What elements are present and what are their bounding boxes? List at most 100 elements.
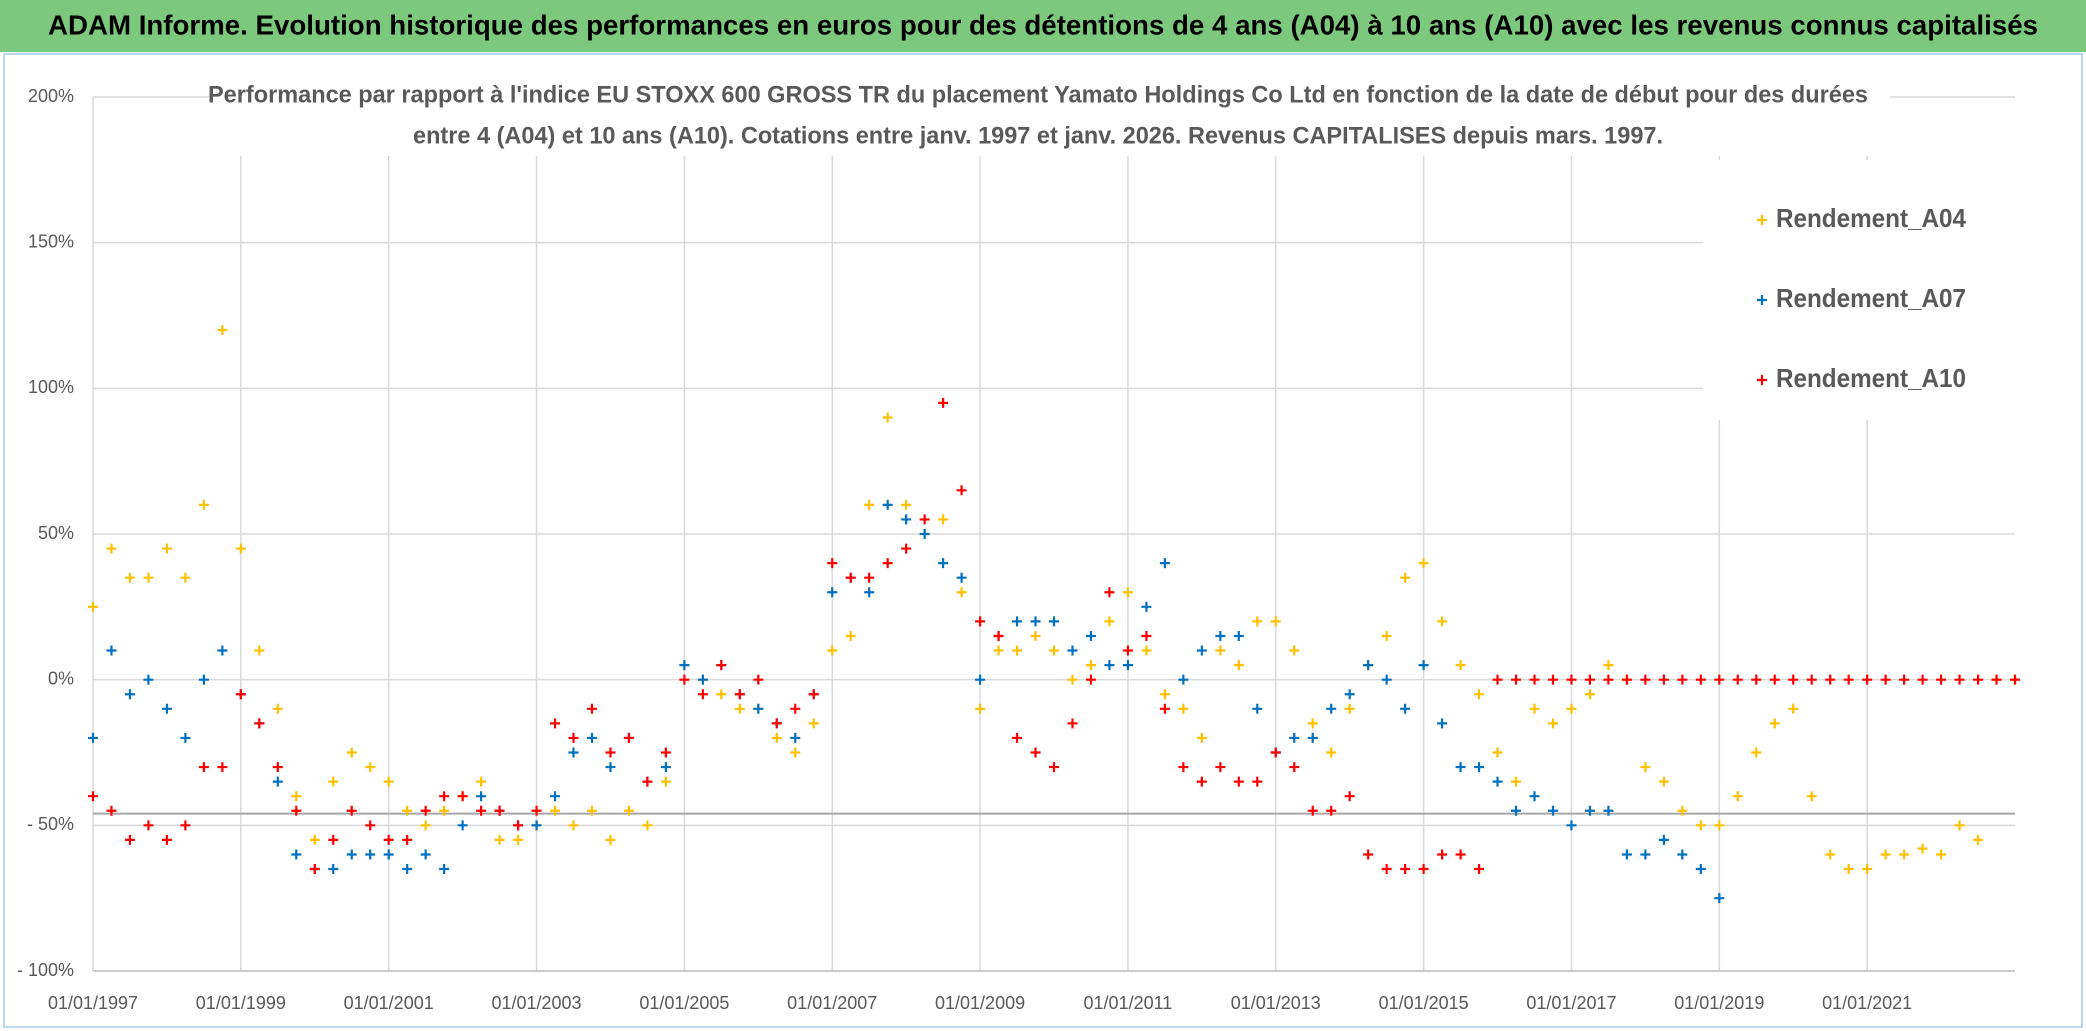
data-point	[1455, 660, 1466, 671]
data-point	[1049, 762, 1059, 773]
data-point	[605, 834, 616, 845]
data-point	[291, 849, 302, 860]
data-point	[1584, 689, 1595, 700]
data-point	[494, 805, 505, 816]
data-point	[882, 499, 893, 510]
data-point	[1677, 674, 1688, 685]
data-point	[660, 747, 671, 758]
data-point	[1769, 674, 1780, 685]
data-point	[1012, 732, 1023, 743]
x-tick-label: 01/01/2017	[1526, 993, 1616, 1013]
data-point	[1363, 849, 1374, 860]
x-tick-label: 01/01/2013	[1231, 993, 1321, 1013]
data-point	[2010, 674, 2020, 685]
data-point	[1030, 616, 1041, 627]
data-point	[494, 834, 505, 845]
y-tick-label: 50%	[38, 523, 74, 543]
data-point	[1511, 776, 1522, 787]
data-point	[1049, 616, 1059, 627]
data-point	[1843, 674, 1854, 685]
data-point	[938, 558, 949, 569]
data-point	[845, 630, 856, 641]
data-point	[1122, 660, 1133, 671]
data-point	[1511, 674, 1522, 685]
data-point	[734, 689, 745, 700]
data-point	[1196, 776, 1207, 787]
data-point	[1307, 718, 1318, 729]
data-point	[864, 572, 875, 583]
data-point	[291, 805, 302, 816]
data-point	[1049, 645, 1059, 656]
legend-label: Rendement_A07	[1776, 283, 1966, 313]
data-point	[1917, 674, 1928, 685]
data-point	[124, 689, 135, 700]
legend-box	[1703, 160, 2015, 420]
data-point	[217, 325, 228, 336]
data-point	[476, 776, 487, 787]
data-point	[901, 514, 912, 525]
data-point	[1695, 864, 1706, 875]
data-point	[1012, 645, 1023, 656]
data-point	[1270, 747, 1281, 758]
data-point	[1714, 820, 1725, 831]
data-point	[1917, 843, 1928, 854]
legend-marker	[1757, 375, 1767, 385]
data-point	[235, 689, 246, 700]
data-point	[1215, 630, 1226, 641]
data-point	[457, 820, 468, 831]
data-point	[1529, 674, 1540, 685]
data-point	[1085, 630, 1096, 641]
data-point	[938, 397, 949, 408]
data-point	[272, 776, 283, 787]
data-point	[420, 820, 431, 831]
data-point	[383, 776, 394, 787]
data-point	[771, 732, 782, 743]
x-tick-label: 01/01/1999	[196, 993, 286, 1013]
data-point	[1437, 849, 1448, 860]
data-point	[1437, 616, 1448, 627]
y-tick-label: - 50%	[27, 814, 74, 834]
data-point	[328, 834, 339, 845]
data-point	[1215, 645, 1226, 656]
data-point	[586, 703, 597, 714]
data-point	[586, 732, 597, 743]
data-point	[1640, 762, 1651, 773]
data-point	[198, 499, 209, 510]
data-point	[420, 849, 431, 860]
data-point	[753, 703, 764, 714]
data-point	[753, 674, 764, 685]
legend-marker	[1757, 215, 1767, 225]
data-point	[1788, 703, 1799, 714]
data-point	[1122, 645, 1133, 656]
data-point	[457, 791, 468, 802]
data-point	[513, 834, 524, 845]
data-point	[1825, 674, 1836, 685]
data-point	[568, 820, 579, 831]
data-point	[1566, 820, 1577, 831]
data-point	[1492, 747, 1503, 758]
data-point	[1418, 558, 1429, 569]
data-point	[1954, 820, 1965, 831]
chart-title: ADAM Informe. Evolution historique des p…	[48, 9, 2038, 40]
data-point	[1991, 674, 2002, 685]
data-point	[1862, 864, 1873, 875]
data-point	[827, 558, 838, 569]
data-point	[790, 732, 801, 743]
data-point	[550, 718, 561, 729]
legend-marker	[1757, 295, 1767, 305]
data-point	[1474, 689, 1485, 700]
data-point	[1529, 703, 1540, 714]
x-tick-label: 01/01/1997	[48, 993, 138, 1013]
data-point	[1012, 616, 1023, 627]
data-point	[938, 514, 949, 525]
data-point	[88, 732, 98, 743]
data-point	[1899, 674, 1910, 685]
data-point	[1751, 674, 1762, 685]
data-point	[901, 499, 912, 510]
data-point	[790, 747, 801, 758]
legend: Rendement_A04 Rendement_A07 Rendement_A10	[1757, 203, 1967, 393]
data-point	[161, 834, 172, 845]
data-point	[716, 660, 727, 671]
data-point	[1658, 674, 1669, 685]
